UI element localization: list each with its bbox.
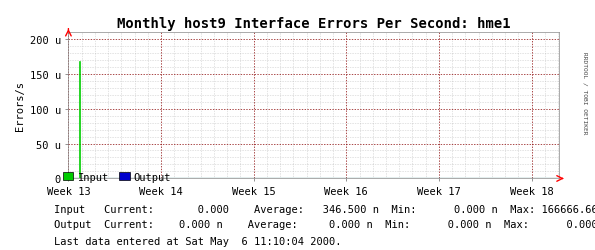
Title: Monthly host9 Interface Errors Per Second: hme1: Monthly host9 Interface Errors Per Secon… (117, 18, 511, 31)
Text: Last data entered at Sat May  6 11:10:04 2000.: Last data entered at Sat May 6 11:10:04 … (54, 236, 341, 246)
Y-axis label: Errors/s: Errors/s (15, 81, 26, 130)
Text: RRDTOOL / TOBI OETIKER: RRDTOOL / TOBI OETIKER (583, 52, 588, 134)
Text: Input   Current:       0.000    Average:   346.500 n  Min:      0.000 n  Max: 16: Input Current: 0.000 Average: 346.500 n … (54, 204, 595, 214)
Legend: Input, Output: Input, Output (59, 168, 176, 186)
Text: Output  Current:    0.000 n    Average:     0.000 n  Min:      0.000 n  Max:    : Output Current: 0.000 n Average: 0.000 n… (54, 219, 595, 229)
